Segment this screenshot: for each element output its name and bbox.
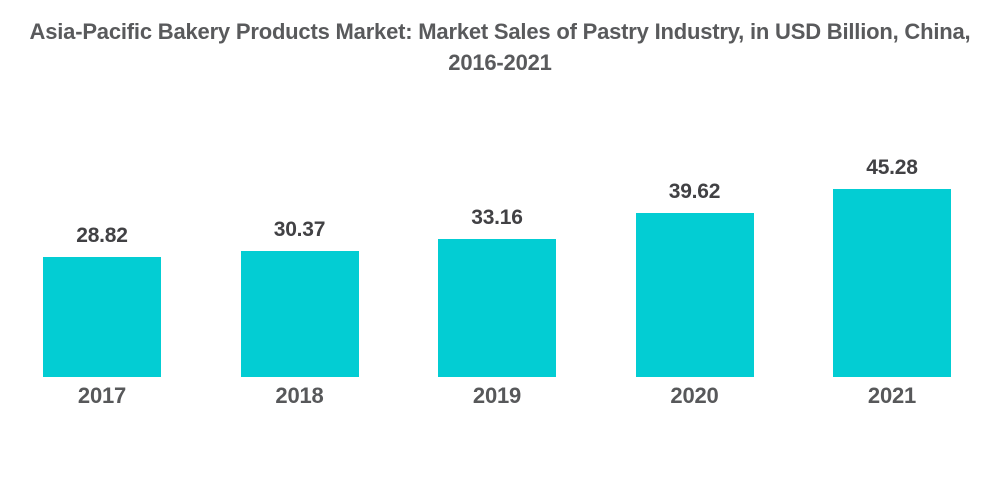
bar-column-2019: 33.16 (438, 206, 556, 377)
bar-column-2018: 30.37 (240, 218, 359, 377)
bar-plot-area: 28.82 30.37 33.16 39.62 45.28 (0, 138, 1000, 377)
bar-value-label: 45.28 (866, 156, 918, 179)
bar-2018 (240, 251, 359, 377)
x-axis-label-2017: 2017 (77, 383, 127, 408)
bar-2017 (43, 257, 161, 377)
bar-column-2017: 28.82 (43, 224, 161, 377)
bar-value-label: 28.82 (76, 224, 128, 247)
bar-value-label: 33.16 (471, 206, 523, 229)
bar-value-label: 39.62 (668, 180, 721, 203)
chart-title-line1: Asia-Pacific Bakery Products Market: Mar… (29, 19, 971, 44)
x-axis-label-2020: 2020 (670, 383, 719, 408)
bar-2020 (635, 213, 754, 377)
bar-2019 (438, 239, 556, 377)
chart-title: Asia-Pacific Bakery Products Market: Mar… (0, 0, 1000, 78)
x-axis-label-2019: 2019 (472, 383, 522, 408)
x-axis-label-2021: 2021 (867, 383, 917, 408)
bar-column-2020: 39.62 (635, 180, 754, 377)
x-axis-label-2018: 2018 (275, 383, 324, 408)
bar-2021 (833, 189, 951, 377)
bar-column-2021: 45.28 (833, 156, 951, 377)
bar-value-label: 30.37 (273, 218, 326, 241)
chart-title-line2: 2016-2021 (448, 50, 552, 76)
x-axis-labels: 2017 2018 2019 2020 2021 (0, 383, 1000, 409)
